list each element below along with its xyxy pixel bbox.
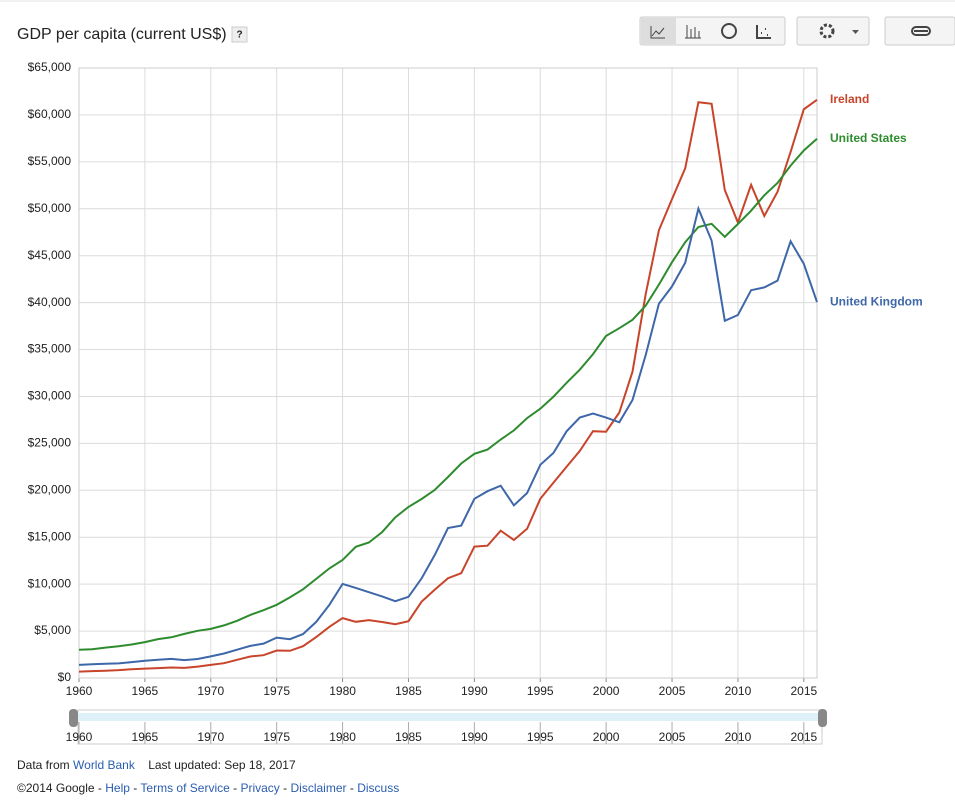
series-line	[78, 205, 818, 666]
plot-border	[78, 67, 818, 679]
separator: -	[133, 781, 138, 795]
timeline-label: 1975	[263, 730, 290, 744]
footer-link[interactable]: Help	[105, 781, 130, 795]
y-tick-label: $55,000	[28, 154, 72, 168]
timeline-label: 1990	[461, 730, 488, 744]
y-tick-label: $35,000	[28, 342, 72, 356]
separator: -	[283, 781, 288, 795]
timeline-label: 2010	[725, 730, 752, 744]
timeline-label: 1960	[66, 730, 93, 744]
source-link[interactable]: World Bank	[73, 758, 135, 772]
help-icon[interactable]: ?	[236, 30, 242, 41]
y-tick-label: $45,000	[28, 248, 72, 262]
y-tick-label: $30,000	[28, 389, 72, 403]
x-tick-label: 1985	[395, 684, 422, 698]
timeline-label: 1995	[527, 730, 554, 744]
y-tick-label: $50,000	[28, 201, 72, 215]
toolbar-group	[639, 16, 786, 46]
x-tick-label: 1995	[527, 684, 554, 698]
source-prefix: Data from	[17, 758, 70, 772]
x-tick-label: 1960	[66, 684, 93, 698]
last-updated: Last updated: Sep 18, 2017	[148, 758, 296, 772]
x-tick-label: 1965	[132, 684, 159, 698]
footer-links: ©2014 Google - Help - Terms of Service -…	[17, 781, 399, 795]
help-button[interactable]	[231, 26, 248, 43]
link-icon[interactable]	[911, 26, 931, 36]
y-tick-label: $15,000	[28, 529, 72, 543]
series-label: Ireland	[830, 92, 869, 106]
y-tick-label: $5,000	[34, 623, 71, 637]
footer-link[interactable]: Discuss	[357, 781, 400, 795]
dropdown-arrow[interactable]	[852, 30, 859, 34]
x-tick-label: 2010	[725, 684, 752, 698]
series-line	[78, 98, 818, 673]
separator: -	[97, 781, 102, 795]
series-label: United States	[830, 131, 907, 145]
y-tick-label: $65,000	[28, 60, 72, 74]
source-line: Data from World Bank Last updated: Sep 1…	[17, 758, 296, 772]
line-icon[interactable]	[650, 26, 665, 39]
footer-link[interactable]: Terms of Service	[140, 781, 230, 795]
x-tick-label: 2005	[659, 684, 686, 698]
view-toolbar	[639, 16, 955, 46]
timeline-label: 2015	[790, 730, 817, 744]
timeline-label: 1985	[395, 730, 422, 744]
x-tick-label: 1990	[461, 684, 488, 698]
timeline-label: 1970	[197, 730, 224, 744]
footer-link[interactable]: Disclaimer	[290, 781, 347, 795]
x-tick-label: 1980	[329, 684, 356, 698]
timeline-handle-end[interactable]	[818, 709, 827, 727]
bar-view-button[interactable]	[685, 25, 701, 39]
timeline-label: 1980	[329, 730, 356, 744]
x-tick-label: 1975	[263, 684, 290, 698]
gear-icon[interactable]	[819, 23, 835, 39]
chart-title: GDP per capita (current US$)	[17, 26, 227, 43]
separator: -	[233, 781, 238, 795]
y-tick-label: $25,000	[28, 436, 72, 450]
timeline-handle-start[interactable]	[69, 709, 78, 727]
y-tick-label: $20,000	[28, 482, 72, 496]
y-tick-label: $60,000	[28, 107, 72, 121]
footer-link[interactable]: Privacy	[240, 781, 280, 795]
timeline-label: 1965	[132, 730, 159, 744]
y-tick-label: $10,000	[28, 576, 72, 590]
series-label: United Kingdom	[830, 294, 923, 308]
chart: GDP per capita (current US$) ? $0 $5,000 $…	[0, 0, 955, 745]
copyright: ©2014 Google	[17, 781, 95, 795]
y-tick-label: $0	[58, 670, 72, 684]
separator: -	[349, 781, 354, 795]
timeline-range[interactable]	[78, 713, 822, 721]
y-tick-label: $40,000	[28, 295, 72, 309]
scatter-view-button[interactable]	[756, 25, 771, 39]
map-view-button[interactable]	[721, 23, 737, 39]
x-tick-label: 2015	[790, 684, 817, 698]
x-tick-label: 1970	[197, 684, 224, 698]
line-view-button[interactable]	[641, 18, 676, 44]
timeline-label: 2005	[659, 730, 686, 744]
x-tick-label: 2000	[593, 684, 620, 698]
timeline-label: 2000	[593, 730, 620, 744]
series-line	[78, 137, 818, 651]
